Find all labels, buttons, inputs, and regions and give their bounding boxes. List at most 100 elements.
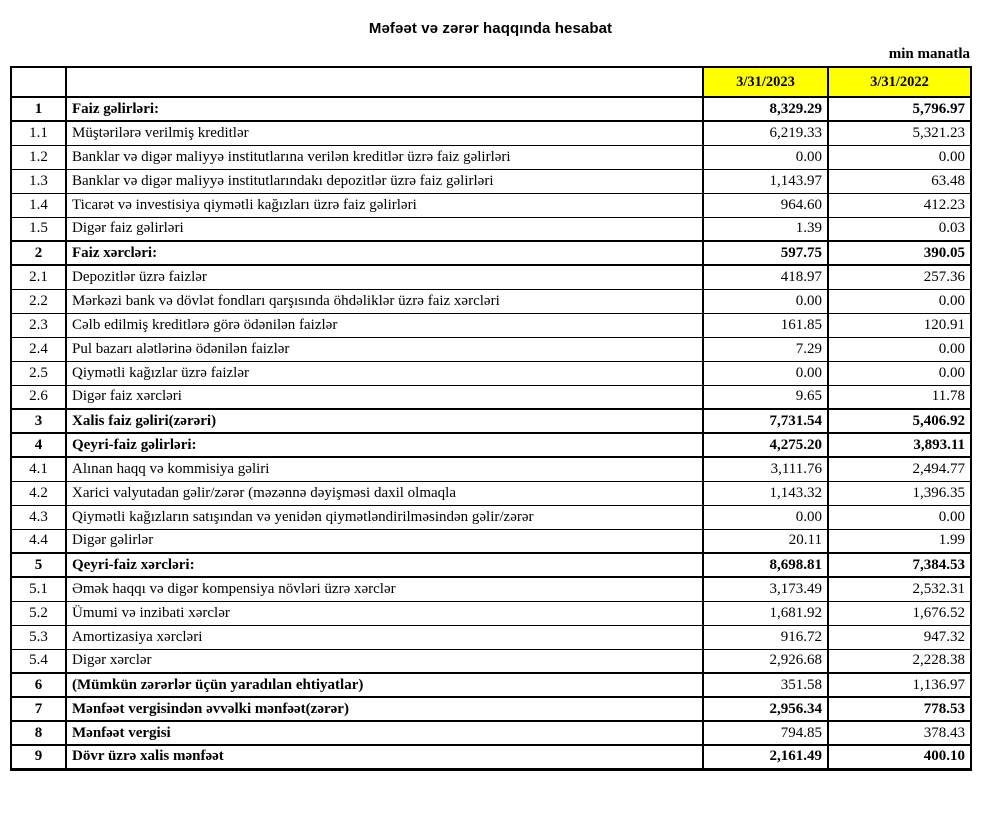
table-row: 1.5 Digər faiz gəlirləri 1.39 0.03	[10, 216, 972, 242]
row-value-2022: 2,532.31	[827, 576, 972, 602]
row-label: Cəlb edilmiş kreditlərə görə ödənilən fa…	[65, 312, 704, 338]
row-label: Amortizasiya xərcləri	[65, 624, 704, 650]
row-value-2022: 2,228.38	[827, 648, 972, 674]
row-value-2023: 0.00	[702, 360, 829, 386]
row-number: 5.2	[10, 600, 67, 626]
row-value-2023: 20.11	[702, 528, 829, 554]
row-label: Ümumi və inzibati xərclər	[65, 600, 704, 626]
table-row: 2.4 Pul bazarı alətlərinə ödənilən faizl…	[10, 336, 972, 362]
income-statement-table: 3/31/2023 3/31/2022 1 Faiz gəlirləri: 8,…	[10, 66, 972, 771]
row-value-2022: 2,494.77	[827, 456, 972, 482]
row-value-2023: 1,143.32	[702, 480, 829, 506]
row-value-2022: 1.99	[827, 528, 972, 554]
row-label: Dövr üzrə xalis mənfəət	[65, 744, 704, 770]
page-title: Məfəət və zərər haqqında hesabat	[368, 20, 613, 37]
row-value-2023: 1.39	[702, 216, 829, 242]
table-row: 1 Faiz gəlirləri: 8,329.29 5,796.97	[10, 96, 972, 122]
row-label: Qiymətli kağızlar üzrə faizlər	[65, 360, 704, 386]
row-label: Xalis faiz gəliri(zərəri)	[65, 408, 704, 434]
row-value-2022: 63.48	[827, 168, 972, 194]
row-number: 2.4	[10, 336, 67, 362]
row-number: 6	[10, 672, 67, 698]
row-value-2023: 2,161.49	[702, 744, 829, 770]
row-value-2023: 2,926.68	[702, 648, 829, 674]
table-row: 4 Qeyri-faiz gəlirləri: 4,275.20 3,893.1…	[10, 432, 972, 458]
row-value-2023: 7.29	[702, 336, 829, 362]
row-value-2022: 120.91	[827, 312, 972, 338]
row-value-2022: 390.05	[827, 240, 972, 266]
row-value-2022: 0.00	[827, 336, 972, 362]
row-label: Depozitlər üzrə faizlər	[65, 264, 704, 290]
row-label: Qeyri-faiz gəlirləri:	[65, 432, 704, 458]
row-value-2023: 6,219.33	[702, 120, 829, 146]
table-row: 9 Dövr üzrə xalis mənfəət 2,161.49 400.1…	[10, 744, 972, 770]
row-value-2023: 0.00	[702, 288, 829, 314]
header-row: 3/31/2023 3/31/2022	[10, 66, 972, 98]
row-value-2022: 378.43	[827, 720, 972, 746]
table-body: 1 Faiz gəlirləri: 8,329.29 5,796.97 1.1 …	[10, 96, 972, 770]
row-value-2022: 1,676.52	[827, 600, 972, 626]
table-row: 1.1 Müştərilərə verilmiş kreditlər 6,219…	[10, 120, 972, 146]
table-row: 5.3 Amortizasiya xərcləri 916.72 947.32	[10, 624, 972, 650]
row-number: 7	[10, 696, 67, 722]
row-number: 9	[10, 744, 67, 770]
table-row: 4.3 Qiymətli kağızların satışından və ye…	[10, 504, 972, 530]
row-label: Ticarət və investisiya qiymətli kağızlar…	[65, 192, 704, 218]
row-value-2023: 4,275.20	[702, 432, 829, 458]
row-number: 2.2	[10, 288, 67, 314]
row-number: 2.6	[10, 384, 67, 410]
header-col-2022: 3/31/2022	[827, 66, 972, 98]
row-value-2022: 400.10	[827, 744, 972, 770]
row-number: 1	[10, 96, 67, 122]
table-row: 2.3 Cəlb edilmiş kreditlərə görə ödənilə…	[10, 312, 972, 338]
table-row: 2.2 Mərkəzi bank və dövlət fondları qarş…	[10, 288, 972, 314]
row-value-2023: 2,956.34	[702, 696, 829, 722]
table-row: 5 Qeyri-faiz xərcləri: 8,698.81 7,384.53	[10, 552, 972, 578]
row-label: Banklar və digər maliyyə institutlarında…	[65, 168, 704, 194]
row-label: Digər faiz xərcləri	[65, 384, 704, 410]
table-row: 2.5 Qiymətli kağızlar üzrə faizlər 0.00 …	[10, 360, 972, 386]
row-number: 5.3	[10, 624, 67, 650]
table-row: 2.1 Depozitlər üzrə faizlər 418.97 257.3…	[10, 264, 972, 290]
row-label: (Mümkün zərərlər üçün yaradılan ehtiyatl…	[65, 672, 704, 698]
table-row: 8 Mənfəət vergisi 794.85 378.43	[10, 720, 972, 746]
row-label: Faiz xərcləri:	[65, 240, 704, 266]
row-number: 2.1	[10, 264, 67, 290]
table-row: 1.2 Banklar və digər maliyyə institutlar…	[10, 144, 972, 170]
row-number: 1.4	[10, 192, 67, 218]
row-value-2023: 161.85	[702, 312, 829, 338]
row-value-2022: 5,796.97	[827, 96, 972, 122]
row-value-2022: 1,136.97	[827, 672, 972, 698]
row-label: Mənfəət vergisi	[65, 720, 704, 746]
row-number: 2.5	[10, 360, 67, 386]
header-number-cell	[10, 66, 67, 98]
row-number: 5.1	[10, 576, 67, 602]
row-value-2022: 11.78	[827, 384, 972, 410]
table-row: 4.2 Xarici valyutadan gəlir/zərər (məzən…	[10, 480, 972, 506]
row-value-2022: 3,893.11	[827, 432, 972, 458]
row-value-2022: 257.36	[827, 264, 972, 290]
row-number: 8	[10, 720, 67, 746]
row-label: Banklar və digər maliyyə institutlarına …	[65, 144, 704, 170]
row-number: 2.3	[10, 312, 67, 338]
table-row: 2 Faiz xərcləri: 597.75 390.05	[10, 240, 972, 266]
row-value-2023: 418.97	[702, 264, 829, 290]
row-number: 1.1	[10, 120, 67, 146]
row-value-2023: 0.00	[702, 504, 829, 530]
row-value-2023: 8,698.81	[702, 552, 829, 578]
row-label: Qiymətli kağızların satışından və yenidə…	[65, 504, 704, 530]
row-label: Faiz gəlirləri:	[65, 96, 704, 122]
row-label: Qeyri-faiz xərcləri:	[65, 552, 704, 578]
row-value-2023: 964.60	[702, 192, 829, 218]
row-value-2023: 8,329.29	[702, 96, 829, 122]
table-row: 4.4 Digər gəlirlər 20.11 1.99	[10, 528, 972, 554]
row-number: 4	[10, 432, 67, 458]
row-value-2023: 3,173.49	[702, 576, 829, 602]
row-value-2023: 1,681.92	[702, 600, 829, 626]
row-number: 2	[10, 240, 67, 266]
row-value-2023: 794.85	[702, 720, 829, 746]
row-number: 5.4	[10, 648, 67, 674]
row-value-2023: 597.75	[702, 240, 829, 266]
row-label: Əmək haqqı və digər kompensiya növləri ü…	[65, 576, 704, 602]
table-row: 1.3 Banklar və digər maliyyə institutlar…	[10, 168, 972, 194]
